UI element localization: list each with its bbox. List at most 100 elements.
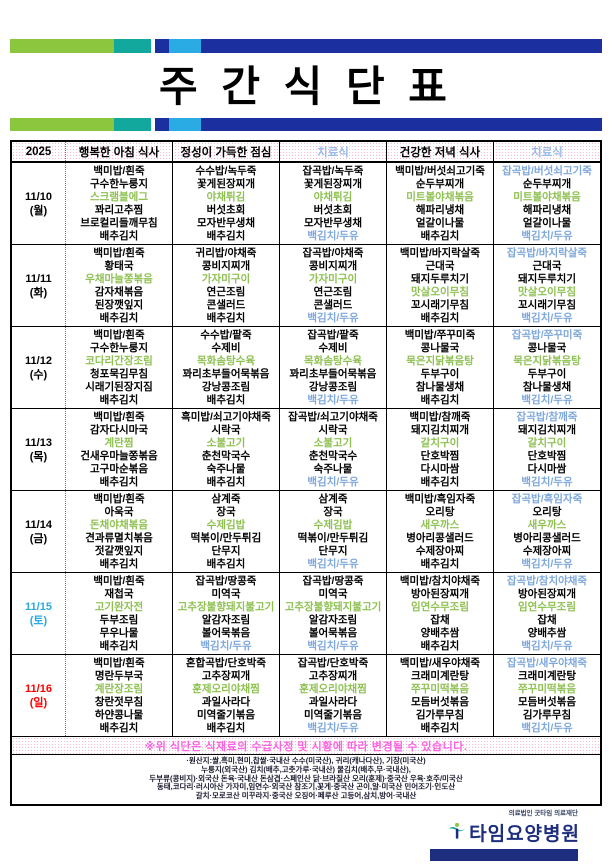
menu-item: 야채튀김 [206, 190, 246, 203]
menu-cell: 잡곡밥/땅콩죽 미역국 고추장불향돼지불고기 알감자조림 볼어묵볶음 백김치/두유 [173, 573, 280, 654]
menu-item: 잡곡밥/땅콩죽 [302, 574, 364, 587]
menu-item: 배추김치 [206, 393, 246, 406]
menu-item: 춘천막국수 [308, 449, 358, 462]
menu-item: 병아리콩샐러드 [513, 531, 581, 544]
weekday-label: (화) [29, 286, 48, 299]
menu-item: 잡곡밥/팥죽 [307, 328, 359, 341]
page-title: 주 간 식 단 표 [159, 63, 453, 110]
menu-item: 병아리콩샐러드 [406, 531, 474, 544]
menu-item: 돼지두루치기 [411, 272, 469, 285]
menu-cell: 잡곡밥/바지락살죽 근대국 돼지두루치기 맛살오이무침 꼬시래기무침 백김치/두유 [494, 245, 600, 326]
menu-item: 방아된장찌개 [411, 587, 469, 600]
menu-item: 아욱국 [104, 505, 134, 518]
menu-item: 쭈꾸미떡볶음 [518, 682, 576, 695]
menu-item: 배추김치 [206, 311, 246, 324]
weekday-label: (금) [29, 532, 48, 545]
menu-item: 해파리냉채 [522, 203, 572, 216]
menu-item: 백김치/두유 [307, 475, 359, 488]
menu-item: 장국 [323, 505, 343, 518]
menu-item: 무우나물 [99, 626, 139, 639]
menu-item: 오리탕 [532, 505, 562, 518]
menu-item: 모듬버섯볶음 [411, 695, 469, 708]
menu-item: 고추장불향돼지불고기 [284, 600, 382, 613]
decorative-bar-bottom [10, 118, 602, 131]
menu-cell: 삼계죽 장국 수제김밥 떡볶이/만두튀김 단무지 배추김치 [173, 491, 280, 572]
menu-cell: 수수밥/녹두죽 꽃게된장찌개 야채튀김 버섯초회 모자반무생채 배추김치 [173, 163, 280, 244]
menu-day-row: 11/11 (화) 백미밥/흰죽 황태국 우채마늘쫑볶음 감자채볶음 된장깻잎지 배추김치 귀리… [12, 245, 600, 327]
menu-item: 근대국 [425, 259, 455, 272]
weekday-label: (월) [29, 204, 48, 217]
bar-segment-gap [151, 39, 155, 53]
menu-cell: 잡곡밥/팥죽 수제비 목화솜탕수육 꽈리초부들어묵볶음 강낭콩조림 백김치/두유 [280, 327, 387, 408]
menu-cell: 잡곡밥/참치야채죽 방아된장찌개 임연수무조림 잡채 양배추쌈 백김치/두유 [494, 573, 600, 654]
menu-item: 배추김치 [206, 229, 246, 242]
bar-segment-lightblue [169, 118, 201, 131]
column-header: 건강한 저녁 식사 [387, 142, 494, 161]
menu-item: 연근조림 [206, 285, 246, 298]
origin-line: 동태,코다리·러시아산 가자미,임연수·외국산 참조기,꽃게·중국산 곤이,알·… [156, 782, 456, 792]
menu-day-row: 11/12 (수) 백미밥/흰죽 구수한누룽지 코다리간장조림 청포묵김무침 시래기된장지짐… [12, 327, 600, 409]
menu-item: 백미밥/참치야채죽 [399, 574, 481, 587]
menu-item: 시락국 [318, 423, 348, 436]
menu-item: 단호박찜 [527, 449, 567, 462]
menu-item: 백미밥/흑임자죽 [404, 492, 476, 505]
menu-item: 배추김치 [420, 475, 460, 488]
column-header: 치료식 [531, 146, 563, 159]
menu-item: 숙주나물 [313, 462, 353, 475]
menu-item: 야채튀김 [313, 190, 353, 203]
menu-item: 쭈꾸미떡볶음 [411, 682, 469, 695]
menu-item: 수제장아찌 [415, 544, 465, 557]
menu-cell: 백미밥/참치야채죽 방아된장찌개 임연수무조림 잡채 양배추쌈 배추김치 [387, 573, 494, 654]
date-label: 11/16 [25, 682, 52, 695]
menu-item: 소불고기 [206, 436, 246, 449]
menu-item: 백김치/두유 [307, 557, 359, 570]
menu-item: 잡곡밥/참치야채죽 [506, 574, 588, 587]
menu-cell: 흑미밥/쇠고기야채죽 시락국 소불고기 춘천막국수 숙주나물 배추김치 [173, 409, 280, 490]
menu-item: 알감자조림 [308, 613, 358, 626]
menu-item: 백김치/두유 [521, 475, 573, 488]
menu-item: 백김치/두유 [521, 311, 573, 324]
bar-segment-navy-long [201, 118, 602, 131]
foundation-name: 의료법인 굿타임 의료재단 [508, 809, 578, 817]
menu-item: 꽈리고추찜 [94, 203, 144, 216]
menu-item: 잡곡밥/새우야채죽 [506, 656, 588, 669]
menu-item: 잡곡밥/야채죽 [302, 246, 364, 259]
menu-item: 잡채 [430, 613, 450, 626]
menu-item: 미트볼야채볶음 [513, 190, 581, 203]
menu-item: 브로컬리들깨무침 [80, 216, 158, 229]
menu-item: 목화솜탕수육 [197, 354, 255, 367]
menu-item: 꼬시래기무침 [518, 298, 576, 311]
menu-item: 배추김치 [206, 475, 246, 488]
menu-item: 백김치/두유 [521, 393, 573, 406]
menu-item: 백미밥/버섯쇠고기죽 [395, 164, 485, 177]
menu-item: 배추김치 [99, 475, 139, 488]
weekday-label: (수) [29, 368, 48, 381]
menu-item: 단무지 [318, 544, 348, 557]
menu-cell: 백미밥/바지락살죽 근대국 돼지두루치기 맛살오이무침 꼬시래기무침 배추김치 [387, 245, 494, 326]
date-label: 11/15 [25, 600, 52, 613]
menu-item: 모자반무생채 [304, 216, 362, 229]
menu-item: 백김치/두유 [307, 721, 359, 734]
hospital-name: 타임요양병원 [469, 823, 580, 845]
menu-cell: 삼계죽 장국 수제김밥 떡볶이/만두튀김 단무지 백김치/두유 [280, 491, 387, 572]
menu-cell: 백미밥/흰죽 구수한누룽지 스크램블에그 꽈리고추찜 브로컬리들깨무침 배추김치 [66, 163, 173, 244]
menu-day-row: 11/10 (월) 백미밥/흰죽 구수한누룽지 스크램블에그 꽈리고추찜 브로컬리들깨무침 배… [12, 163, 600, 245]
menu-cell: 백미밥/쭈꾸미죽 콩나물국 묵은지닭볶음탕 두부구이 참나물생채 배추김치 [387, 327, 494, 408]
menu-item: 황태국 [104, 259, 134, 272]
menu-item: 견과류멸치볶음 [85, 531, 153, 544]
menu-item: 수수밥/녹두죽 [195, 164, 257, 177]
origin-line: ·원산지:쌀,흑미,현미,찹쌀·국내산 수수(미국산), 귀리(캐나다산), 기… [186, 756, 426, 765]
menu-item: 콘샐러드 [206, 298, 246, 311]
menu-item: 묵은지닭볶음탕 [513, 354, 581, 367]
menu-item: 잡곡밥/쇠고기야채죽 [288, 410, 378, 423]
menu-cell: 백미밥/버섯쇠고기죽 순두부찌개 미트볼야채볶음 해파리냉채 얼갈이나물 배추김치 [387, 163, 494, 244]
menu-item: 꽃게된장찌개 [304, 177, 362, 190]
menu-item: 다시마쌈 [420, 462, 460, 475]
origin-line: 두부류(콩비지)·외국산 돈육·국내산 돈삼겹·스페인산 닭·브라질산 오리(훈… [149, 773, 463, 783]
menu-cell: 백미밥/흰죽 구수한누룽지 코다리간장조림 청포묵김무침 시래기된장지짐 배추김치 [66, 327, 173, 408]
menu-item: 묵은지닭볶음탕 [406, 354, 474, 367]
menu-item: 삼계죽 [318, 492, 348, 505]
menu-item: 두부조림 [99, 613, 139, 626]
menu-item: 배추김치 [99, 639, 139, 652]
menu-item: 코다리간장조림 [85, 354, 153, 367]
